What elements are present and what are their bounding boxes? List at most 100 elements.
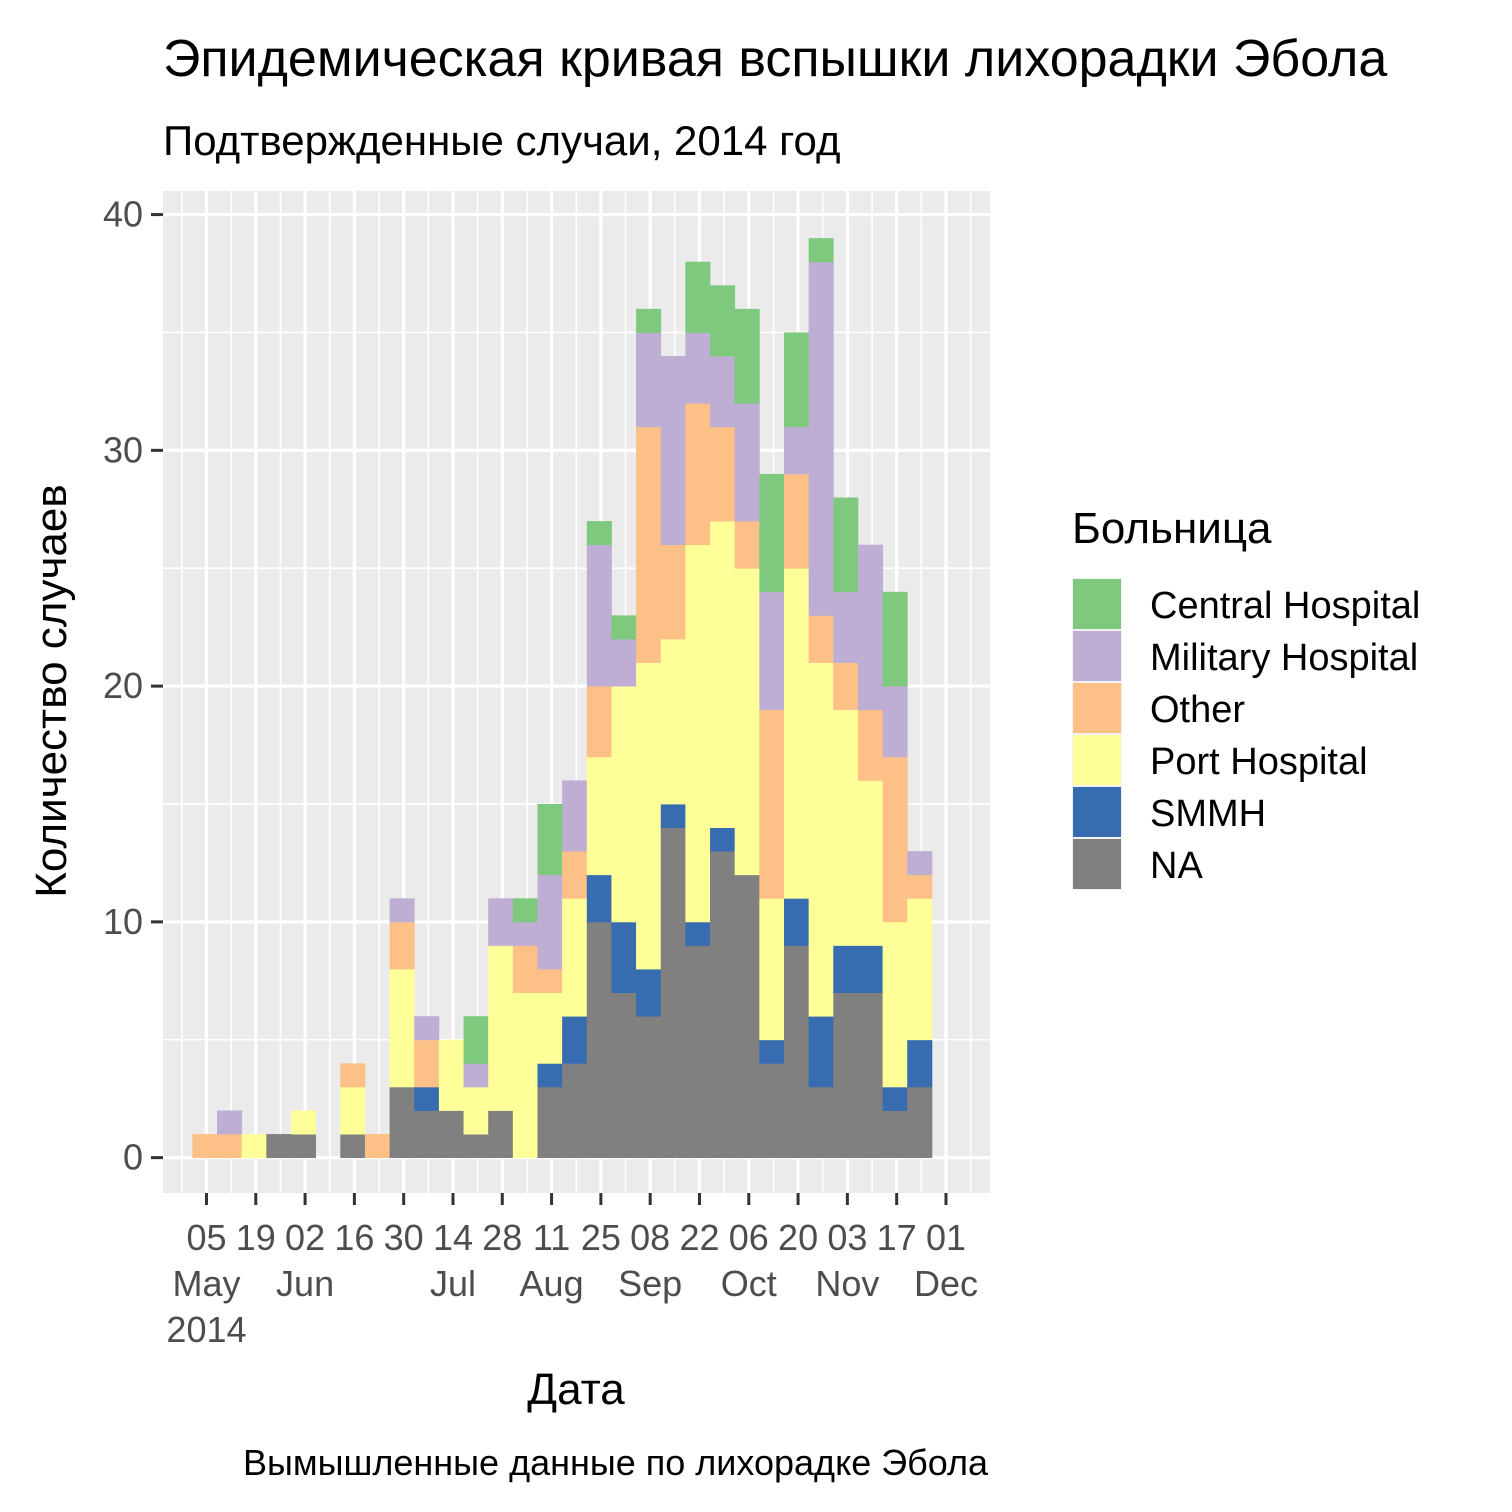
bar-segment [562,1016,588,1064]
x-tick-label: 28 [482,1217,522,1258]
x-tick-month-label: Aug [520,1263,584,1304]
bar-segment [882,921,908,1088]
bar-segment [907,874,933,899]
bar-segment [660,356,686,546]
bar-segment [389,898,415,923]
x-tick-month-label: Sep [618,1263,682,1304]
chart-title: Эпидемическая кривая вспышки лихорадки Э… [163,30,1387,88]
bar-segment [389,921,415,970]
x-tick-month-label: Jul [430,1263,476,1304]
x-tick-label: 16 [334,1217,374,1258]
bar-segment [734,568,760,876]
bar-segment [537,803,563,876]
bar-segment [636,1016,662,1159]
bar-segment [463,1063,489,1088]
x-tick-label: 14 [433,1217,473,1258]
bar-segment [586,921,612,1159]
bar-segment [734,308,760,404]
bar-segment [512,898,538,923]
bar-segment [537,874,563,970]
bar-segment [710,521,736,828]
bar-segment [833,709,859,946]
legend-swatch [1073,735,1121,785]
bar-segment [882,756,908,923]
y-tick-label: 0 [123,1137,143,1178]
bar-segment [882,686,908,758]
bar-segment [586,544,612,687]
x-tick-label: 22 [679,1217,719,1258]
bar-segment [833,662,859,711]
bar-segment [660,638,686,805]
bar-segment [217,1110,243,1135]
bar-segment [734,521,760,569]
bar-segment [241,1134,267,1159]
y-axis-title: Количество случаев [27,484,76,897]
bar-segment [734,403,760,522]
bar-segment [512,945,538,993]
bar-segment [808,1086,834,1159]
bar-segment [217,1134,243,1159]
bar-segment [783,945,810,1159]
bar-segment [685,921,711,946]
x-tick-month-label: Dec [914,1263,978,1304]
bar-segment [340,1086,366,1135]
bar-segment [857,992,883,1159]
bar-segment [488,1110,514,1159]
bar-segment [759,591,785,711]
bar-segment [857,780,883,946]
legend-swatch [1073,839,1121,889]
bar-segment [414,1039,440,1088]
bar-segment [512,921,538,946]
bar-segment [685,332,711,404]
bar-segment [389,969,415,1088]
bar-segment [783,332,810,428]
bar-segment [340,1063,366,1088]
x-tick-label: 01 [926,1217,966,1258]
x-tick-month-label: Nov [815,1263,879,1304]
bar-segment [783,568,810,899]
x-tick-month-label: Jun [276,1263,334,1304]
bar-segment [537,1086,563,1159]
bar-segment [364,1134,390,1159]
bar-segment [463,1134,489,1159]
bar-segment [438,1110,464,1159]
bar-segment [783,898,810,946]
chart-subtitle: Подтвержденные случаи, 2014 год [163,117,840,164]
x-tick-month-label: Oct [721,1263,777,1304]
bar-segment [759,898,785,1041]
legend-label: NA [1150,845,1203,887]
bar-segment [833,497,859,593]
bar-segment [488,898,514,946]
y-axis: 0 10 20 30 40 [103,194,163,1178]
bar-segment [808,615,834,663]
legend: Больница Central Hospital Military Hospit… [1072,504,1420,890]
bar-segment [586,521,612,546]
x-tick-month-label: May [172,1263,240,1304]
bar-segment [488,945,514,1111]
bar-segment [734,874,760,1159]
bar-segment [512,992,538,1159]
bar-segment [266,1134,292,1159]
bar-segment [710,426,736,522]
legend-label: Port Hospital [1150,741,1368,783]
bar-segment [389,1086,415,1159]
bars-layer [192,238,933,1159]
bar-segment [710,356,736,428]
bar-segment [882,1110,908,1159]
bar-segment [414,1086,440,1111]
bar-segment [759,1039,785,1064]
bar-segment [586,686,612,758]
bar-segment [290,1134,317,1159]
legend-swatch [1073,631,1121,681]
bar-segment [808,1016,834,1088]
bar-segment [636,308,662,333]
bar-segment [586,756,612,876]
x-tick-label: 05 [186,1217,226,1258]
bar-segment [907,1039,933,1088]
x-tick-label: 06 [729,1217,769,1258]
bar-segment [636,332,662,428]
bar-segment [685,261,711,333]
bar-segment [685,544,711,923]
legend-title: Больница [1072,504,1272,553]
